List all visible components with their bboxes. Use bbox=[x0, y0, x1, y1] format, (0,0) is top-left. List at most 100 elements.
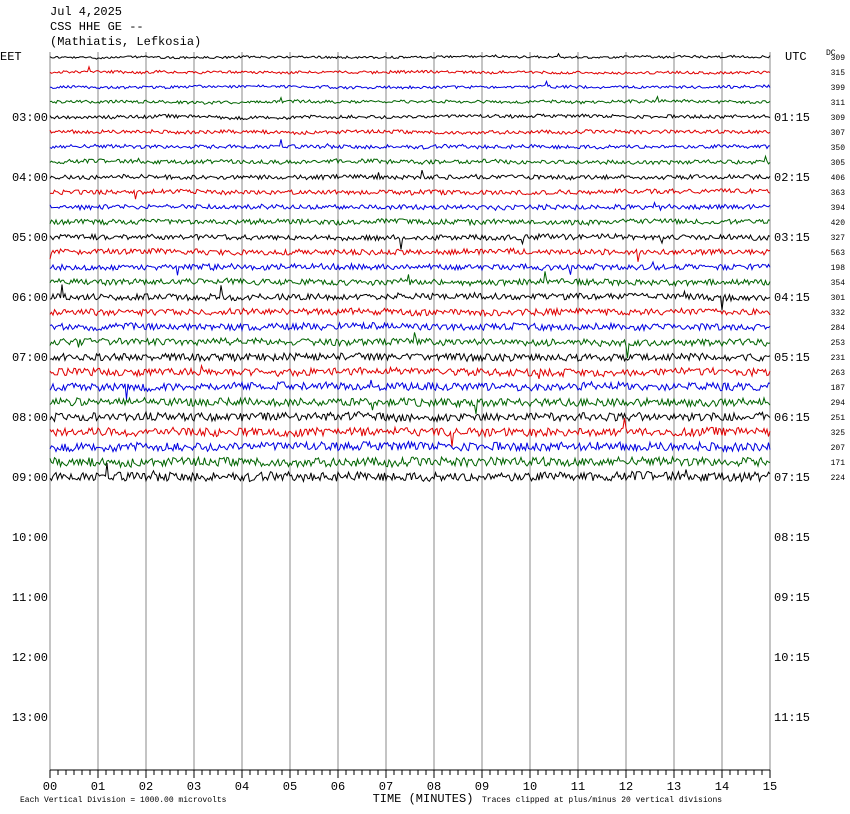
trace bbox=[49, 217, 771, 227]
x-tick-label: 12 bbox=[619, 780, 633, 794]
left-time-label: 05:00 bbox=[12, 231, 48, 245]
x-tick-label: 03 bbox=[187, 780, 201, 794]
dc-value: 563 bbox=[831, 249, 846, 258]
dc-value: 420 bbox=[831, 219, 846, 228]
trace bbox=[49, 271, 771, 288]
left-time-label: 04:00 bbox=[12, 171, 48, 185]
x-tick-label: 01 bbox=[91, 780, 105, 794]
dc-value: 350 bbox=[831, 144, 846, 153]
x-tick-label: 09 bbox=[475, 780, 489, 794]
left-zone: EET bbox=[0, 50, 22, 64]
x-tick-label: 11 bbox=[571, 780, 585, 794]
left-time-label: 06:00 bbox=[12, 291, 48, 305]
x-tick-label: 04 bbox=[235, 780, 249, 794]
x-tick-label: 15 bbox=[763, 780, 777, 794]
trace bbox=[49, 332, 771, 358]
dc-value: 301 bbox=[831, 294, 846, 303]
scale-note: Each Vertical Division = 1000.00 microvo… bbox=[20, 796, 227, 805]
trace bbox=[49, 113, 771, 121]
trace bbox=[49, 187, 771, 200]
dc-value: 305 bbox=[831, 159, 846, 168]
right-zone: UTC bbox=[785, 50, 807, 64]
dc-value: 187 bbox=[831, 384, 846, 393]
trace bbox=[49, 247, 771, 262]
dc-label: DC bbox=[826, 49, 836, 58]
clip-note: Traces clipped at plus/minus 20 vertical… bbox=[482, 796, 722, 805]
x-tick-label: 02 bbox=[139, 780, 153, 794]
right-time-label: 10:15 bbox=[774, 651, 810, 665]
x-tick-label: 14 bbox=[715, 780, 729, 794]
left-time-label: 07:00 bbox=[12, 351, 48, 365]
left-time-label: 13:00 bbox=[12, 711, 48, 725]
dc-value: 284 bbox=[831, 324, 846, 333]
trace bbox=[49, 363, 771, 380]
left-time-label: 12:00 bbox=[12, 651, 48, 665]
left-time-label: 10:00 bbox=[12, 531, 48, 545]
dc-value: 325 bbox=[831, 429, 846, 438]
trace bbox=[49, 417, 771, 447]
dc-value: 332 bbox=[831, 309, 846, 318]
dc-value: 309 bbox=[831, 114, 846, 123]
trace bbox=[49, 396, 771, 415]
left-time-label: 03:00 bbox=[12, 111, 48, 125]
dc-value: 251 bbox=[831, 414, 846, 423]
trace bbox=[49, 306, 771, 318]
x-tick-label: 10 bbox=[523, 780, 537, 794]
dc-value: 311 bbox=[831, 99, 846, 108]
dc-value: 307 bbox=[831, 129, 846, 138]
trace bbox=[49, 462, 771, 483]
trace bbox=[49, 154, 771, 166]
dc-value: 399 bbox=[831, 84, 846, 93]
trace bbox=[49, 201, 771, 212]
left-time-label: 09:00 bbox=[12, 471, 48, 485]
right-time-label: 02:15 bbox=[774, 171, 810, 185]
dc-value: 231 bbox=[831, 354, 846, 363]
trace bbox=[49, 95, 771, 105]
dc-value: 363 bbox=[831, 189, 846, 198]
dc-value: 198 bbox=[831, 264, 846, 273]
trace bbox=[49, 260, 771, 276]
dc-value: 171 bbox=[831, 459, 846, 468]
right-time-label: 07:15 bbox=[774, 471, 810, 485]
x-tick-label: 08 bbox=[427, 780, 441, 794]
dc-value: 207 bbox=[831, 444, 846, 453]
trace bbox=[49, 379, 771, 400]
dc-value: 309 bbox=[831, 54, 846, 63]
dc-value: 394 bbox=[831, 204, 846, 213]
x-tick-label: 00 bbox=[43, 780, 57, 794]
right-time-label: 06:15 bbox=[774, 411, 810, 425]
right-time-label: 09:15 bbox=[774, 591, 810, 605]
right-time-label: 11:15 bbox=[774, 711, 810, 725]
dc-value: 354 bbox=[831, 279, 846, 288]
trace bbox=[49, 351, 771, 363]
trace bbox=[49, 128, 771, 136]
trace bbox=[49, 169, 771, 181]
left-time-label: 08:00 bbox=[12, 411, 48, 425]
trace bbox=[49, 455, 771, 469]
dc-value: 224 bbox=[831, 474, 846, 483]
x-tick-label: 13 bbox=[667, 780, 681, 794]
dc-value: 253 bbox=[831, 339, 846, 348]
x-axis-title: TIME (MINUTES) bbox=[373, 792, 474, 806]
dc-value: 294 bbox=[831, 399, 846, 408]
trace bbox=[49, 440, 771, 453]
trace bbox=[49, 79, 771, 90]
trace bbox=[49, 284, 771, 311]
dc-value: 327 bbox=[831, 234, 846, 243]
right-time-label: 01:15 bbox=[774, 111, 810, 125]
x-tick-label: 05 bbox=[283, 780, 297, 794]
trace bbox=[49, 65, 771, 75]
station: CSS HHE GE -- bbox=[50, 20, 144, 34]
dc-value: 315 bbox=[831, 69, 846, 78]
dc-value: 406 bbox=[831, 174, 846, 183]
x-tick-label: 07 bbox=[379, 780, 393, 794]
right-time-label: 04:15 bbox=[774, 291, 810, 305]
left-time-label: 11:00 bbox=[12, 591, 48, 605]
trace bbox=[49, 139, 771, 150]
trace bbox=[49, 321, 771, 333]
trace bbox=[49, 232, 771, 250]
date: Jul 4,2025 bbox=[50, 5, 122, 19]
dc-value: 263 bbox=[831, 369, 846, 378]
trace bbox=[49, 52, 771, 60]
